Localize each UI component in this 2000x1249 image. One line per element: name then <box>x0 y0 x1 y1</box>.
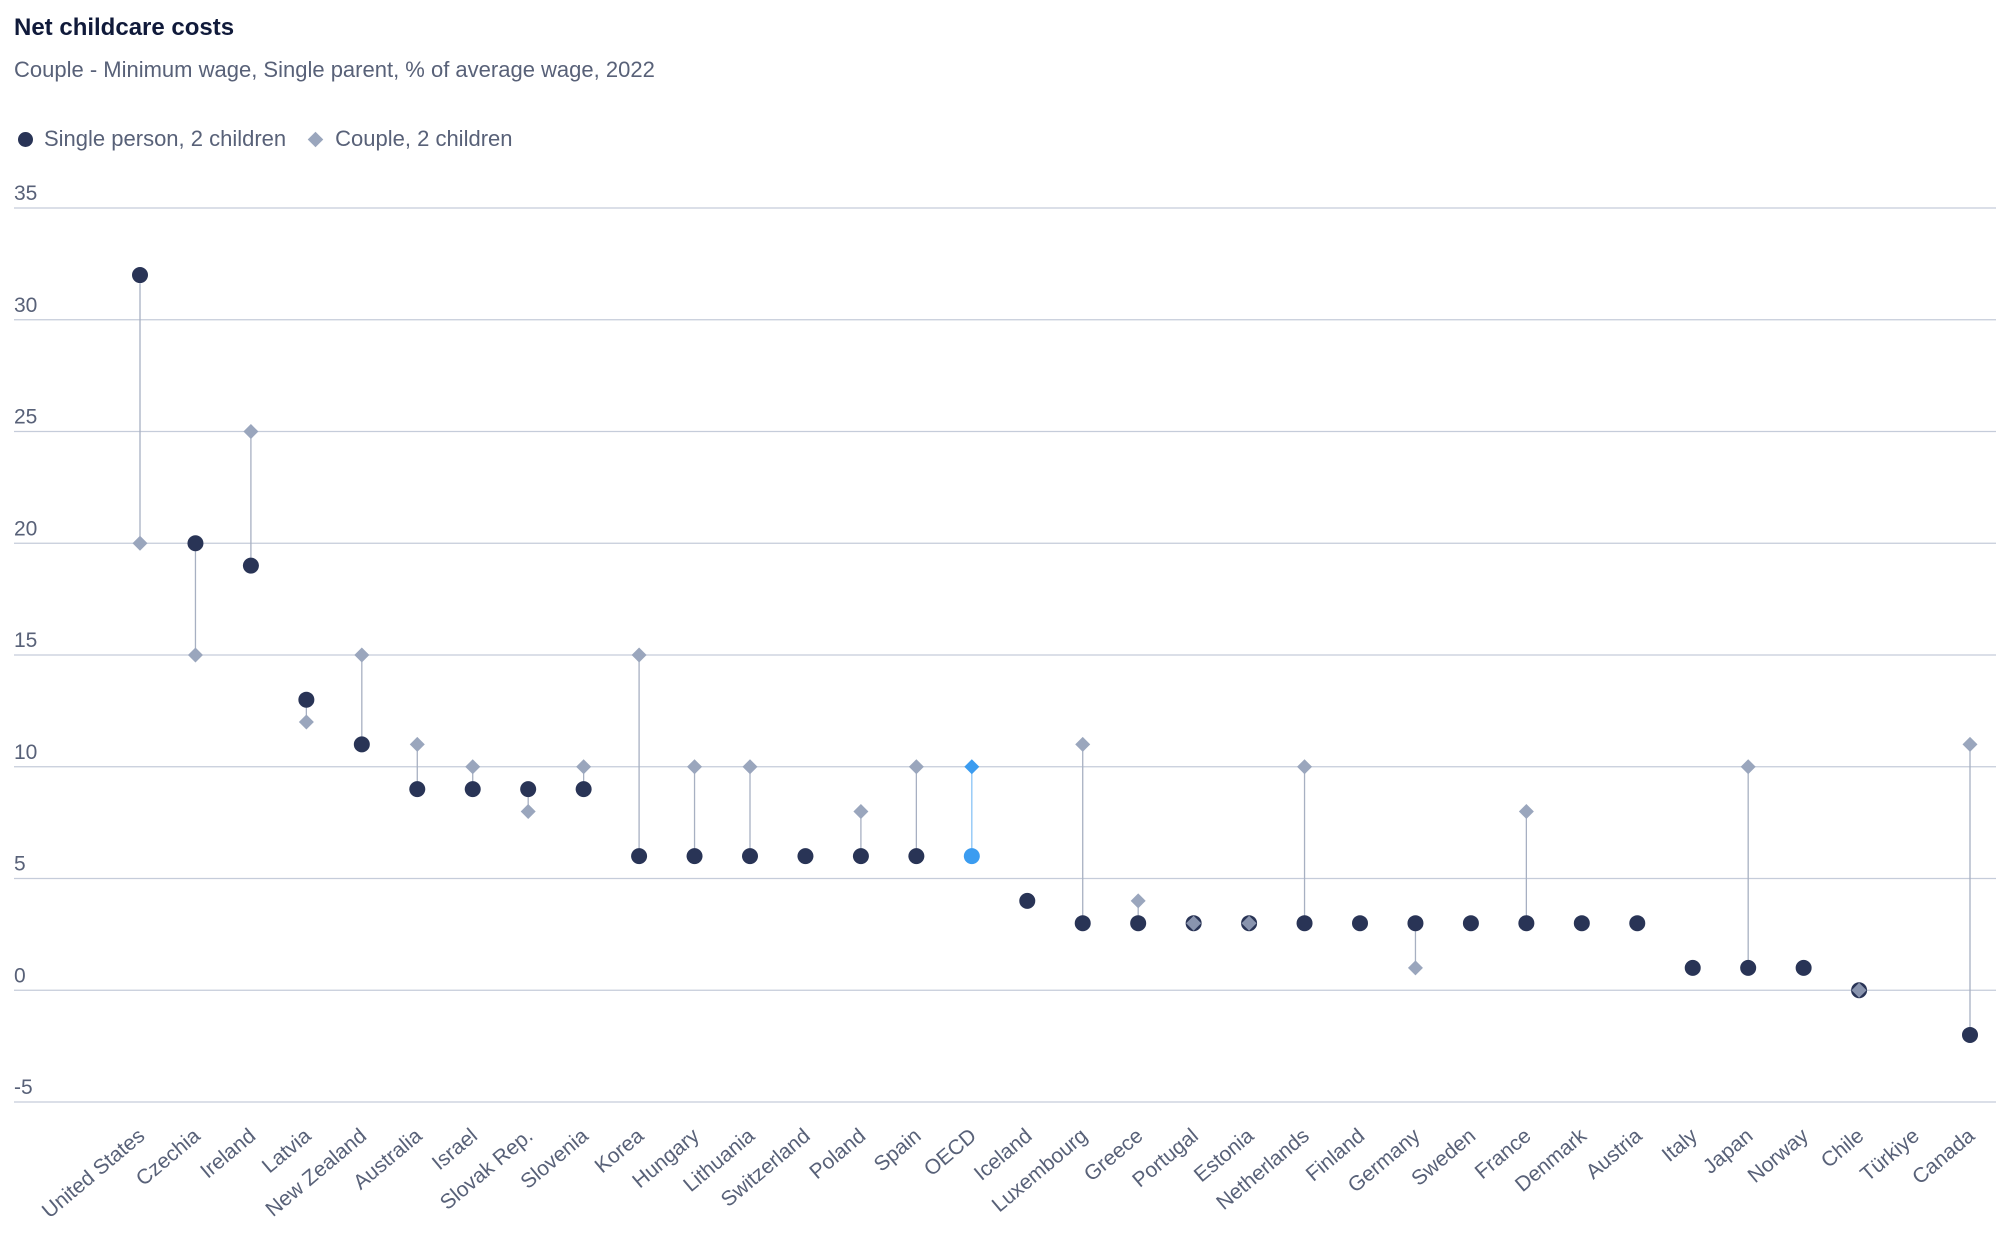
y-tick-label: -5 <box>14 1076 33 1099</box>
legend-label-couple: Couple, 2 children <box>335 126 513 151</box>
x-tick-label: Norway <box>1744 1124 1814 1188</box>
couple-point <box>1297 759 1313 775</box>
single-point <box>520 781 537 798</box>
couple-point <box>1740 759 1756 775</box>
single-point <box>575 781 592 798</box>
couple-point <box>520 803 536 819</box>
couple-point <box>1130 893 1146 909</box>
single-point <box>1296 915 1313 932</box>
couple-point <box>1962 736 1978 752</box>
couple-point <box>1518 803 1534 819</box>
couple-point <box>132 535 148 551</box>
single-point <box>1518 915 1535 932</box>
single-point <box>963 848 980 865</box>
single-point <box>298 691 315 708</box>
y-tick-label: 15 <box>14 629 37 652</box>
x-tick-label: Italy <box>1658 1124 1703 1167</box>
legend-item-single[interactable]: Single person, 2 children <box>18 126 286 152</box>
chart-subtitle: Couple - Minimum wage, Single parent, % … <box>14 57 655 82</box>
y-tick-label: 5 <box>14 853 26 876</box>
couple-point <box>576 759 592 775</box>
single-point <box>742 848 758 865</box>
x-tick-label: Ireland <box>196 1124 260 1183</box>
single-point <box>1573 915 1590 932</box>
x-tick-label: Luxembourg <box>988 1124 1092 1217</box>
single-point <box>852 848 869 865</box>
single-point <box>1795 959 1812 976</box>
single-point <box>686 848 703 865</box>
single-point <box>631 848 648 865</box>
couple-point <box>1186 915 1202 931</box>
x-tick-label: OECD <box>920 1124 981 1181</box>
single-point <box>1962 1026 1978 1043</box>
y-tick-label: 35 <box>14 182 37 205</box>
chart-legend: Single person, 2 children Couple, 2 chil… <box>18 126 535 152</box>
y-tick-label: 20 <box>14 517 37 540</box>
single-point <box>1684 959 1701 976</box>
x-tick-label: Czechia <box>132 1124 205 1191</box>
legend-label-single: Single person, 2 children <box>44 126 287 151</box>
single-point <box>1019 892 1036 909</box>
single-point <box>242 557 259 574</box>
x-tick-label: Canada <box>1908 1124 1979 1189</box>
couple-point <box>1241 915 1257 931</box>
couple-point <box>1075 736 1091 752</box>
couple-point <box>853 803 869 819</box>
single-point <box>1130 915 1147 932</box>
y-tick-label: 25 <box>14 406 37 429</box>
couple-point <box>631 647 647 663</box>
x-tick-label: Poland <box>805 1124 870 1184</box>
couple-point <box>409 736 425 752</box>
single-point <box>353 736 370 753</box>
single-point <box>409 781 426 798</box>
single-point <box>1740 959 1757 976</box>
chart-title: Net childcare costs <box>14 14 235 41</box>
couple-point <box>465 759 481 775</box>
couple-point <box>687 759 703 775</box>
y-tick-label: 10 <box>14 741 37 764</box>
single-point <box>1462 915 1479 932</box>
couple-point <box>187 647 203 663</box>
couple-point <box>298 714 314 730</box>
couple-point <box>964 759 980 775</box>
single-point <box>1352 915 1368 932</box>
single-point <box>1074 915 1091 932</box>
couple-point <box>1407 960 1423 976</box>
single-point <box>908 848 925 865</box>
single-point <box>1629 915 1646 932</box>
single-point <box>464 781 481 798</box>
legend-item-couple[interactable]: Couple, 2 children <box>307 126 513 152</box>
circle-marker-icon <box>18 131 33 147</box>
couple-point <box>354 647 370 663</box>
couple-point <box>243 424 259 439</box>
x-tick-label: Austria <box>1582 1124 1647 1184</box>
couple-point <box>908 759 924 775</box>
y-tick-label: 0 <box>14 964 26 987</box>
couple-point <box>1851 982 1867 998</box>
single-point <box>1407 915 1424 932</box>
single-point <box>797 848 814 865</box>
single-point <box>187 535 204 552</box>
couple-point <box>742 759 758 775</box>
single-point <box>132 267 148 284</box>
y-tick-label: 30 <box>14 294 37 317</box>
x-tick-label: Spain <box>870 1124 926 1176</box>
